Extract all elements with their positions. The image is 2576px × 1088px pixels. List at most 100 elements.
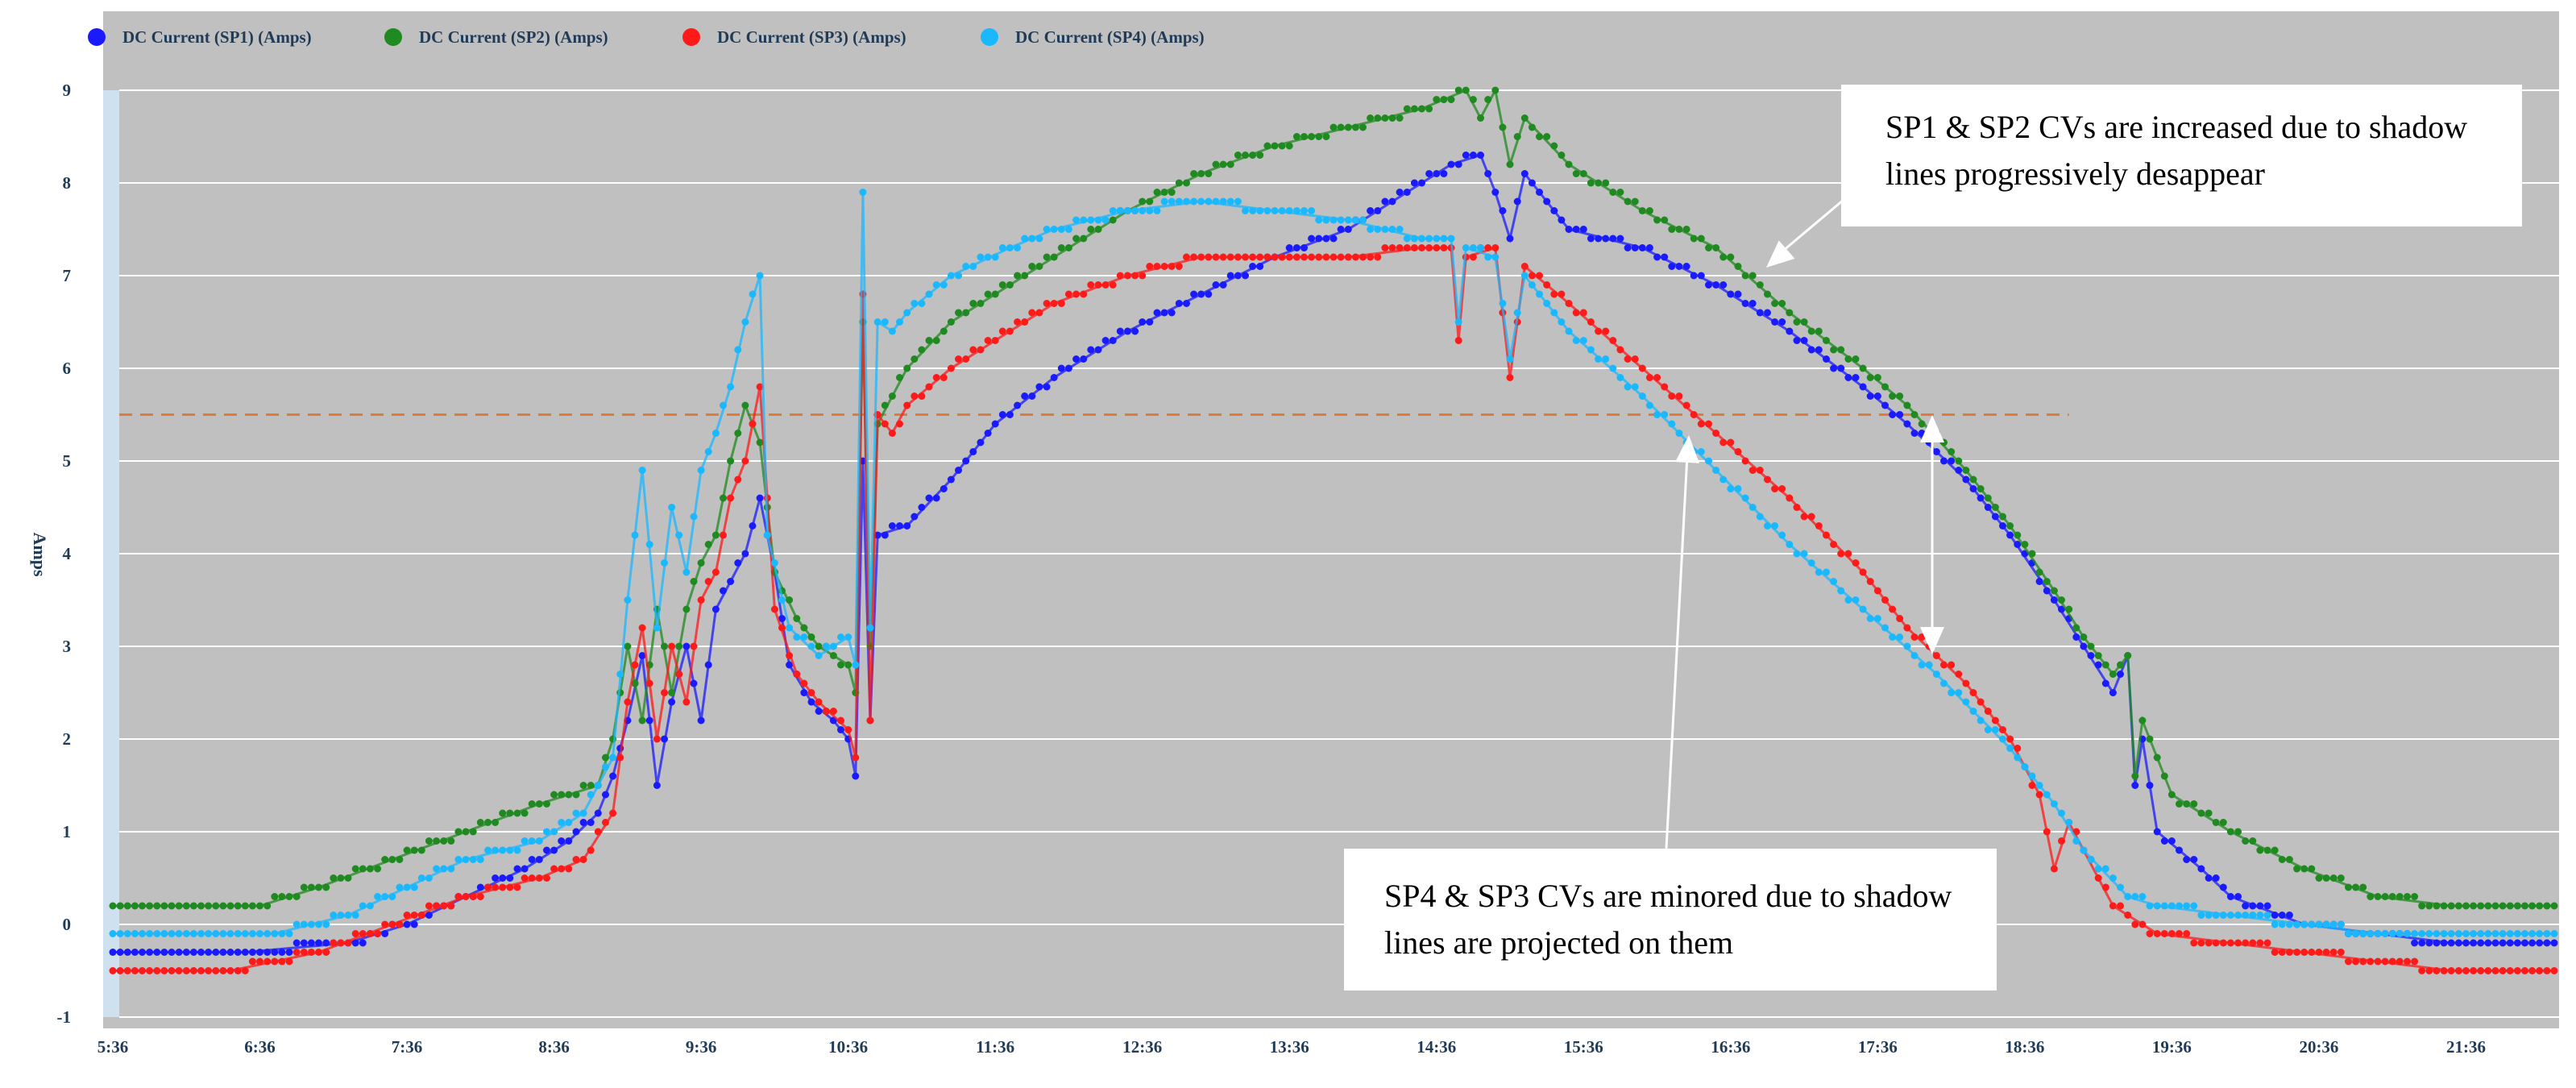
data-point [2285, 856, 2293, 863]
data-point [2388, 930, 2396, 937]
data-point [1175, 179, 1183, 187]
data-point [1447, 235, 1455, 243]
data-point [2381, 893, 2389, 900]
data-point [793, 633, 801, 641]
data-point [2153, 902, 2161, 910]
data-point [381, 920, 389, 928]
data-point [2528, 939, 2537, 947]
data-point [1462, 152, 1470, 159]
data-point [535, 856, 543, 863]
data-point [1425, 244, 1433, 251]
data-point [645, 716, 653, 725]
data-point [1418, 235, 1425, 243]
data-point [1756, 281, 1764, 289]
data-point [1536, 189, 1543, 196]
data-point [1101, 281, 1110, 289]
data-point [1249, 207, 1257, 214]
data-point [1705, 244, 1712, 251]
data-point [109, 967, 117, 974]
data-point [602, 819, 609, 826]
data-point [1300, 133, 1308, 140]
data-point [2087, 652, 2095, 659]
data-point [175, 930, 183, 937]
data-point [955, 355, 962, 363]
data-point [1800, 550, 1808, 558]
data-point [359, 902, 367, 910]
data-point [2506, 939, 2514, 947]
data-point [1477, 152, 1484, 159]
data-point [1572, 337, 1580, 344]
data-point [1756, 513, 1764, 521]
data-point [690, 679, 698, 687]
data-point [403, 846, 411, 854]
data-point [1057, 244, 1065, 251]
data-point [2205, 874, 2213, 882]
data-point [1374, 253, 1382, 261]
data-point [2543, 939, 2551, 947]
data-point [1168, 263, 1176, 270]
data-point [793, 671, 801, 678]
data-point [1499, 207, 1507, 214]
data-point [1719, 475, 1728, 484]
data-point [962, 263, 970, 270]
data-point [1889, 633, 1897, 641]
data-point [1727, 438, 1735, 446]
data-point [1712, 467, 1720, 474]
data-point [1396, 244, 1404, 251]
data-point [543, 828, 550, 836]
data-point [2447, 939, 2455, 947]
data-point [837, 633, 844, 641]
data-point [756, 438, 764, 446]
data-point [2242, 912, 2250, 919]
data-point [476, 893, 484, 900]
data-point [955, 272, 962, 280]
data-point [2550, 939, 2558, 947]
data-point [1940, 679, 1948, 687]
data-point [160, 967, 168, 974]
data-point [2513, 930, 2521, 937]
data-point [1955, 457, 1963, 465]
data-point [1977, 698, 1985, 706]
data-point [1072, 290, 1081, 298]
data-point [1764, 475, 1771, 484]
data-point [2345, 883, 2352, 891]
data-point [2521, 902, 2528, 910]
data-point [374, 893, 382, 900]
data-point [1645, 244, 1653, 251]
data-point [2080, 633, 2088, 641]
data-point [528, 874, 536, 882]
data-point [704, 448, 712, 455]
data-point [918, 300, 926, 307]
data-point [918, 346, 926, 354]
data-point [2160, 837, 2168, 845]
data-point [1454, 86, 1462, 94]
data-point [1205, 253, 1213, 261]
data-point [205, 949, 213, 956]
data-point [2167, 791, 2176, 799]
data-point [292, 920, 301, 928]
data-point [1300, 207, 1308, 214]
data-point [256, 957, 263, 965]
data-point [572, 809, 580, 817]
data-point [2425, 967, 2433, 974]
data-point [1271, 253, 1279, 261]
data-point [528, 856, 536, 863]
data-point [440, 837, 448, 845]
data-point [1462, 244, 1470, 251]
data-point [263, 949, 272, 956]
data-point [1014, 401, 1022, 409]
data-point [1631, 244, 1639, 251]
data-point [1057, 226, 1065, 233]
data-point [1064, 244, 1072, 251]
data-point [881, 318, 889, 326]
data-point [866, 624, 874, 632]
data-point [1910, 430, 1919, 437]
legend-label: DC Current (SP4) (Amps) [1015, 27, 1205, 47]
data-point [1153, 263, 1161, 270]
data-point [351, 865, 359, 873]
data-point [2212, 939, 2220, 947]
data-point [344, 939, 352, 947]
data-point [1064, 226, 1072, 233]
data-point [1528, 179, 1536, 187]
data-point [2454, 967, 2462, 974]
